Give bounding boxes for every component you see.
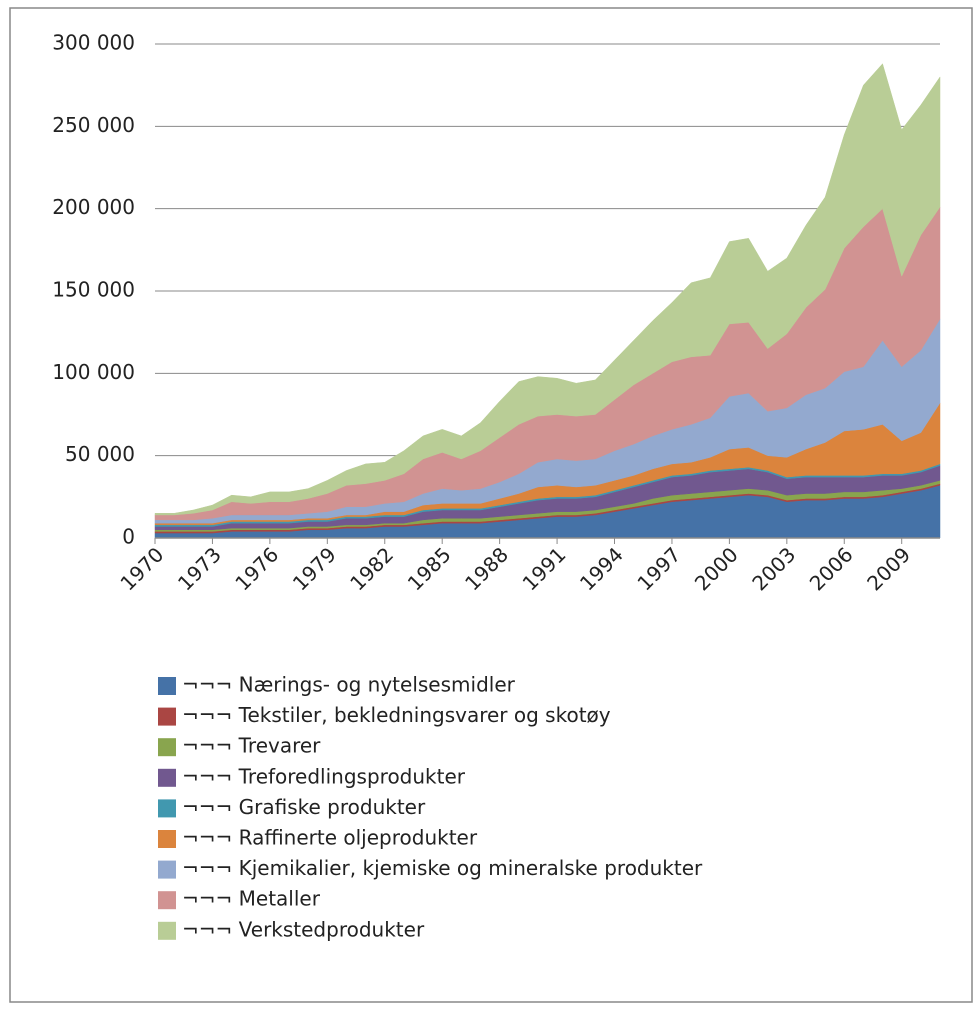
legend-swatch bbox=[158, 799, 176, 818]
legend-swatch bbox=[158, 891, 176, 910]
legend-swatch bbox=[158, 768, 176, 787]
legend-swatch bbox=[158, 707, 176, 726]
legend-swatch bbox=[158, 738, 176, 757]
y-tick-label: 150 000 bbox=[52, 278, 135, 302]
legend-label: ¬¬¬ Metaller bbox=[182, 887, 321, 911]
y-tick-label: 200 000 bbox=[52, 195, 135, 219]
legend-label: ¬¬¬ Nærings- og nytelsesmidler bbox=[182, 673, 516, 697]
y-tick-label: 300 000 bbox=[52, 31, 135, 55]
legend-swatch bbox=[158, 921, 176, 940]
legend-label: ¬¬¬ Kjemikalier, kjemiske og mineralske … bbox=[182, 856, 703, 880]
legend-label: ¬¬¬ Grafiske produkter bbox=[182, 795, 426, 819]
legend-swatch bbox=[158, 677, 176, 695]
legend-label: ¬¬¬ Verkstedprodukter bbox=[182, 917, 425, 941]
legend-label: ¬¬¬ Tekstiler, bekledningsvarer og skotø… bbox=[182, 703, 611, 727]
y-tick-label: 50 000 bbox=[65, 442, 135, 466]
legend-label: ¬¬¬ Trevarer bbox=[182, 734, 321, 758]
legend-label: ¬¬¬ Treforedlingsprodukter bbox=[182, 764, 466, 788]
area bbox=[154, 63, 941, 516]
y-tick-label: 250 000 bbox=[52, 113, 135, 137]
y-tick-label: 100 000 bbox=[52, 360, 135, 384]
legend-label: ¬¬¬ Raffinerte oljeprodukter bbox=[182, 826, 478, 850]
legend-swatch bbox=[158, 860, 176, 879]
legend-swatch bbox=[158, 830, 176, 848]
y-tick-label: 0 bbox=[122, 525, 135, 549]
